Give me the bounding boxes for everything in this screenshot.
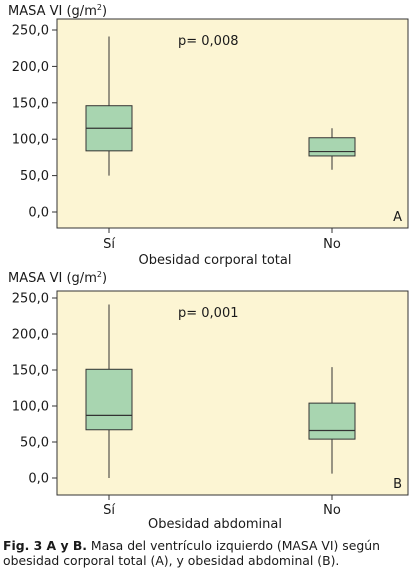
figure: MASA VI (g/m2) 0,0 50,0 100,0 150,0 200,0 250,… [8,3,409,530]
x-tick-label: Sí [103,237,115,252]
p-value-annotation: p= 0,008 [178,34,239,49]
chart-panel-b: MASA VI (g/m2) 0,0 50,0 100,0 150,0 200,0 250,… [8,270,409,530]
box-si [85,36,133,176]
chart-panel-a: MASA VI (g/m2) 0,0 50,0 100,0 150,0 200,0 250,… [8,3,409,268]
x-axis-title: Obesidad corporal total [139,253,292,268]
y-axis-title: MASA VI (g/m2) [8,3,107,19]
y-tick-label: 150,0 [12,96,49,111]
y-axis-title: MASA VI (g/m2) [8,270,107,286]
iqr-box [308,137,356,157]
y-tick-label: 100,0 [12,400,49,415]
y-tick-label: 50,0 [20,436,49,451]
y-tick-label: 100,0 [12,133,49,148]
y-tick-label: 200,0 [12,328,49,343]
p-value-annotation: p= 0,001 [178,306,239,321]
panel-letter: B [393,477,402,492]
box-no [308,128,356,170]
x-axis-title: Obesidad abdominal [148,517,282,530]
y-tick-label: 200,0 [12,60,49,75]
y-tick-label: 250,0 [12,24,49,39]
figure-caption: Fig. 3 A y B. Masa del ventrículo izquie… [3,538,415,568]
x-tick-label: Sí [103,503,115,518]
box-si [85,304,133,478]
iqr-box [85,368,133,431]
caption-label: Fig. 3 A y B. [3,538,87,553]
caption-text: Masa del ventrículo izquierdo (MASA VI) … [3,538,380,568]
iqr-box [308,402,356,440]
x-tick-label: No [323,237,341,252]
panel-letter: A [393,210,402,225]
y-tick-label: 50,0 [20,169,49,184]
y-tick-label: 250,0 [12,292,49,307]
box-no [308,367,356,474]
y-tick-label: 0,0 [28,472,49,487]
y-tick-label: 150,0 [12,364,49,379]
x-tick-label: No [323,503,341,518]
y-tick-label: 0,0 [28,206,49,221]
